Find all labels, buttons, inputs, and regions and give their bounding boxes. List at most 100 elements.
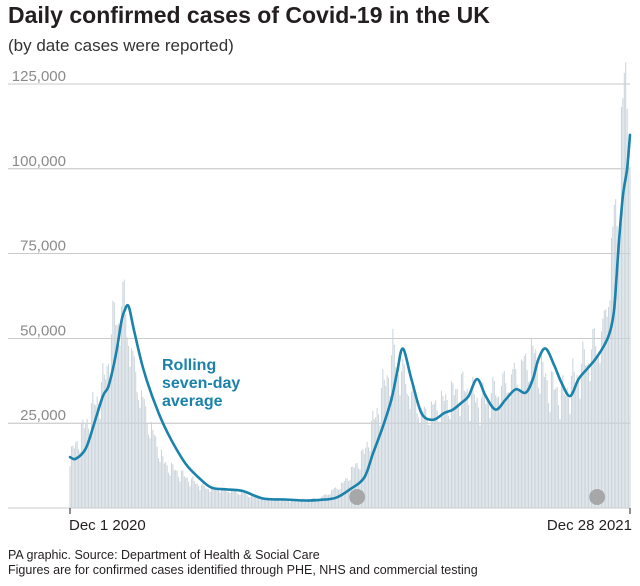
daily-case-bar [593,328,595,508]
daily-case-bar [493,380,495,508]
y-axis-labels: 25,000 50,000 75,000 100,000 125,000 [12,68,66,424]
daily-case-bar [233,489,235,508]
daily-case-bar [316,499,318,508]
daily-case-bar [409,408,411,508]
daily-case-bar [370,421,372,508]
daily-case-bar [82,419,84,508]
daily-case-bar [380,387,382,508]
daily-case-bar [162,456,164,508]
daily-case-bar [429,424,431,508]
daily-case-bar [119,345,121,508]
daily-case-bar [609,300,611,508]
daily-case-bar [490,393,492,508]
daily-case-bar [138,400,140,508]
daily-case-bar [568,397,570,508]
daily-case-bar [528,382,530,508]
daily-case-bar [426,419,428,508]
annotation-rolling-average: Rolling seven-day average [162,357,245,410]
daily-case-bar [136,392,138,508]
daily-case-bar [83,428,85,508]
daily-case-bar [472,376,474,508]
daily-case-bar [495,395,497,508]
daily-case-bar [120,306,122,508]
daily-case-bar [575,382,577,508]
daily-case-bar [319,499,321,508]
daily-case-bar [218,490,220,508]
daily-case-bar [440,390,442,508]
daily-case-bar [288,500,290,508]
daily-case-bar [139,407,141,508]
daily-case-bar [268,500,270,508]
daily-case-bar [143,399,145,508]
daily-case-bar [465,392,467,508]
daily-case-bar [366,441,368,508]
daily-case-bar [512,369,514,508]
daily-case-bar [78,449,80,508]
daily-case-bar [468,405,470,508]
daily-case-bar [538,388,540,508]
daily-case-bar [509,398,511,508]
daily-case-bar [373,419,375,508]
daily-case-bar [479,425,481,508]
daily-case-bar [163,463,165,508]
daily-case-bar [318,499,320,508]
daily-case-bar [182,470,184,508]
daily-case-bar [328,494,330,508]
daily-case-bar [610,237,612,508]
daily-case-bar [448,415,450,508]
daily-case-bar [598,351,600,508]
daily-case-bar [272,497,274,508]
daily-case-bar [480,397,482,508]
daily-case-bar [618,237,620,509]
x-axis-labels: Dec 1 2020 Dec 28 2021 [69,508,632,534]
daily-case-bar [555,388,557,508]
daily-case-bar [396,369,398,508]
daily-case-bar [483,392,485,508]
daily-case-bar [206,488,208,508]
daily-case-bar [312,497,314,508]
daily-case-bar [460,374,462,508]
daily-case-bar [252,495,254,508]
daily-case-bar [388,377,390,508]
daily-case-bar [238,494,240,508]
daily-case-bar [433,403,435,508]
daily-case-bar [203,485,205,508]
daily-case-bar [188,481,190,508]
daily-case-bar [116,325,118,508]
daily-cases-bars [69,62,631,509]
daily-case-bar [566,387,568,508]
daily-case-bar [310,498,312,508]
daily-case-bar [539,393,541,508]
y-tick-label: 50,000 [20,322,66,339]
daily-case-bar [325,494,327,508]
daily-case-bar [99,418,101,508]
daily-case-bar [190,478,192,508]
daily-case-bar [109,380,111,508]
daily-case-bar [130,348,132,508]
daily-case-bar [263,498,265,508]
daily-case-bar [553,389,555,508]
daily-case-bar [619,216,621,508]
daily-case-bar [88,428,90,508]
daily-case-bar [273,499,275,508]
daily-case-bar [399,395,401,508]
daily-case-bar [549,411,551,508]
daily-case-bar [295,500,297,508]
daily-case-bar [275,499,277,508]
daily-case-bar [368,447,370,508]
daily-case-bar [128,345,130,508]
daily-case-bar [170,462,172,508]
daily-case-bar [502,373,504,508]
daily-case-bar [183,476,185,508]
daily-case-bar [208,489,210,508]
daily-case-bar [115,324,117,508]
daily-case-bar [259,499,261,508]
daily-case-bar [449,419,451,508]
annotation-line-2: seven-day [162,375,240,392]
daily-case-bar [420,408,422,508]
daily-case-bar [572,358,574,508]
daily-case-bar [542,361,544,508]
daily-case-bar [339,489,341,508]
daily-case-bar [536,365,538,508]
daily-case-bar [253,496,255,508]
